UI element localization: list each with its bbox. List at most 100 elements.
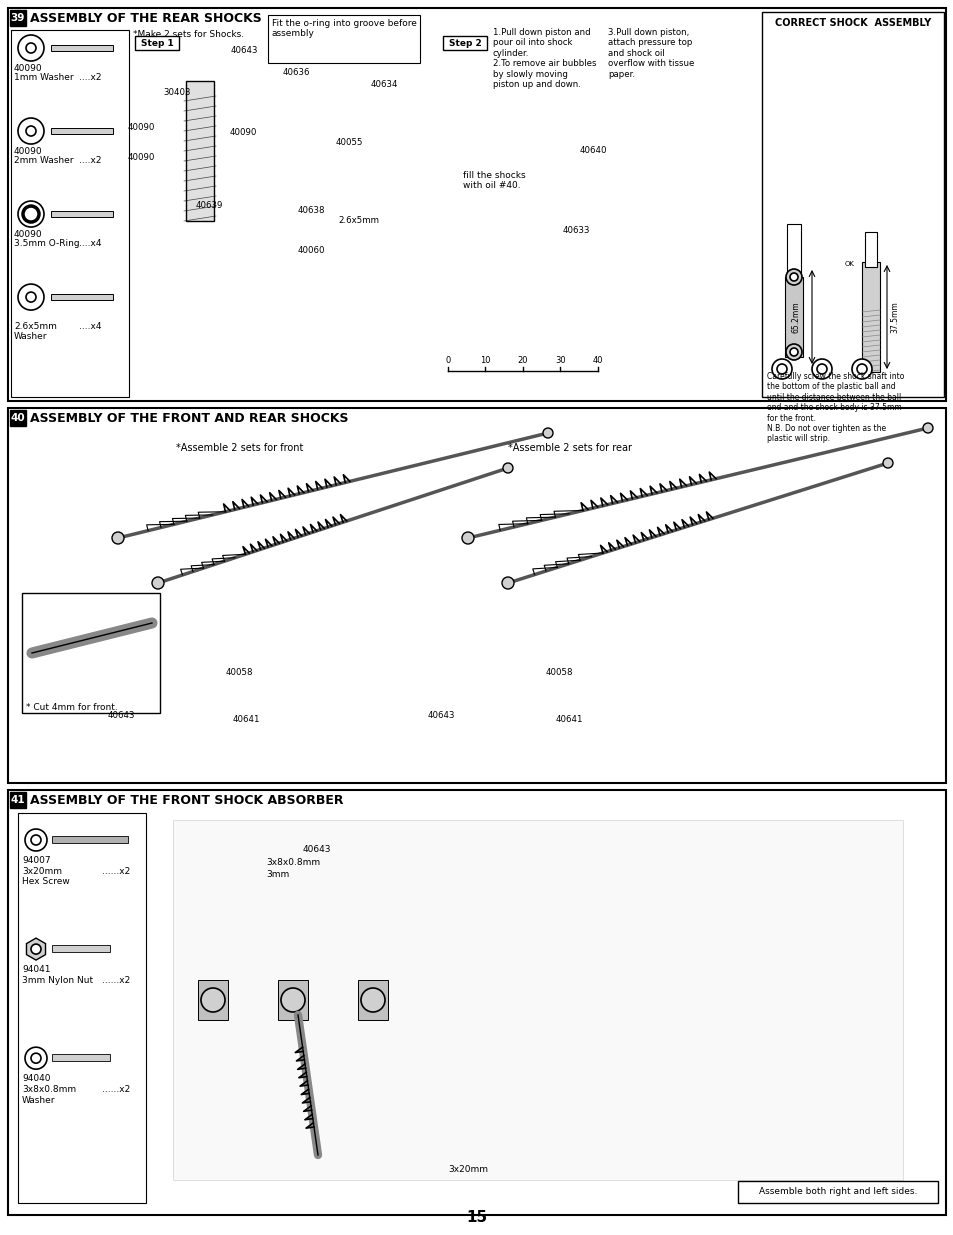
Text: 40643: 40643 bbox=[428, 711, 455, 720]
Bar bbox=[786, 224, 801, 279]
Circle shape bbox=[776, 364, 786, 374]
Circle shape bbox=[785, 345, 801, 359]
Circle shape bbox=[856, 364, 866, 374]
Text: ......x2: ......x2 bbox=[102, 976, 131, 986]
Circle shape bbox=[785, 269, 801, 285]
Text: 40090: 40090 bbox=[128, 124, 155, 132]
Text: ......x2: ......x2 bbox=[102, 867, 131, 876]
Bar bbox=[864, 232, 876, 267]
Bar bbox=[8, 7, 945, 401]
Circle shape bbox=[502, 463, 513, 473]
Text: 3mm: 3mm bbox=[266, 869, 289, 879]
Text: 2mm Washer: 2mm Washer bbox=[14, 156, 73, 165]
Circle shape bbox=[152, 577, 164, 589]
Text: Step 2: Step 2 bbox=[448, 38, 481, 47]
Text: ....x2: ....x2 bbox=[79, 156, 101, 165]
Bar bbox=[22, 593, 160, 713]
Text: 40641: 40641 bbox=[233, 715, 260, 724]
Text: ASSEMBLY OF THE REAR SHOCKS: ASSEMBLY OF THE REAR SHOCKS bbox=[30, 11, 261, 25]
Text: ASSEMBLY OF THE FRONT SHOCK ABSORBER: ASSEMBLY OF THE FRONT SHOCK ABSORBER bbox=[30, 794, 343, 806]
Circle shape bbox=[771, 359, 791, 379]
Text: 40090: 40090 bbox=[128, 153, 155, 162]
Text: 40058: 40058 bbox=[545, 668, 573, 677]
Bar bbox=[277, 981, 308, 1020]
Text: 37.5mm: 37.5mm bbox=[889, 301, 898, 333]
Bar bbox=[51, 44, 112, 51]
Bar bbox=[11, 30, 129, 396]
Text: Fit the o-ring into groove before
assembly: Fit the o-ring into groove before assemb… bbox=[272, 19, 416, 38]
Text: Carefully screw the shock shaft into
the bottom of the plastic ball and
until th: Carefully screw the shock shaft into the… bbox=[766, 372, 903, 443]
Text: 40634: 40634 bbox=[371, 80, 398, 89]
Text: 40636: 40636 bbox=[283, 68, 310, 77]
Text: 40058: 40058 bbox=[226, 668, 253, 677]
Text: 40643: 40643 bbox=[108, 711, 135, 720]
Circle shape bbox=[461, 532, 474, 543]
Bar bbox=[268, 15, 419, 63]
Text: OK: OK bbox=[844, 261, 854, 267]
Text: *Make 2 sets for Shocks.: *Make 2 sets for Shocks. bbox=[132, 30, 244, 40]
Bar bbox=[135, 36, 179, 49]
Text: 40643: 40643 bbox=[231, 46, 258, 56]
Bar bbox=[52, 1055, 110, 1061]
Bar bbox=[10, 792, 26, 808]
Bar bbox=[10, 10, 26, 26]
Text: fill the shocks
with oil #40.: fill the shocks with oil #40. bbox=[462, 170, 525, 190]
Circle shape bbox=[201, 988, 225, 1011]
Bar bbox=[51, 211, 112, 217]
Text: 41: 41 bbox=[10, 795, 26, 805]
Circle shape bbox=[360, 988, 385, 1011]
Text: 40: 40 bbox=[592, 356, 602, 366]
Text: * Cut 4mm for front.: * Cut 4mm for front. bbox=[26, 703, 117, 713]
Text: 65.2mm: 65.2mm bbox=[791, 301, 801, 332]
Circle shape bbox=[882, 458, 892, 468]
Bar bbox=[357, 981, 388, 1020]
Bar bbox=[51, 294, 112, 300]
Bar bbox=[738, 1181, 937, 1203]
Bar bbox=[51, 128, 112, 135]
Text: 40055: 40055 bbox=[335, 138, 363, 147]
Text: 3x8x0.8mm: 3x8x0.8mm bbox=[266, 858, 320, 867]
Text: ....x4: ....x4 bbox=[79, 322, 101, 331]
Text: 40090: 40090 bbox=[230, 128, 257, 137]
Polygon shape bbox=[27, 939, 46, 960]
Bar bbox=[52, 836, 128, 844]
Text: Step 1: Step 1 bbox=[140, 38, 173, 47]
Text: 94007: 94007 bbox=[22, 856, 51, 864]
Text: *Assemble 2 sets for rear: *Assemble 2 sets for rear bbox=[507, 443, 631, 453]
Circle shape bbox=[816, 364, 826, 374]
Text: CORRECT SHOCK  ASSEMBLY: CORRECT SHOCK ASSEMBLY bbox=[774, 19, 930, 28]
Text: 10: 10 bbox=[479, 356, 490, 366]
Circle shape bbox=[789, 273, 797, 282]
Text: 40090: 40090 bbox=[14, 147, 43, 156]
Bar bbox=[8, 408, 945, 783]
Text: 40090: 40090 bbox=[14, 64, 43, 73]
Text: 39: 39 bbox=[10, 14, 25, 23]
Text: Assemble both right and left sides.: Assemble both right and left sides. bbox=[758, 1188, 916, 1197]
Circle shape bbox=[501, 577, 514, 589]
Text: 3x8x0.8mm
Washer: 3x8x0.8mm Washer bbox=[22, 1086, 76, 1104]
Circle shape bbox=[923, 424, 932, 433]
Text: 3.Pull down piston,
attach pressure top
and shock oil
overflow with tissue
paper: 3.Pull down piston, attach pressure top … bbox=[607, 28, 694, 79]
Text: 40638: 40638 bbox=[297, 206, 325, 215]
Text: 3.5mm O-Ring: 3.5mm O-Ring bbox=[14, 240, 79, 248]
Bar bbox=[198, 981, 228, 1020]
Text: 94041: 94041 bbox=[22, 965, 51, 974]
Text: 20: 20 bbox=[517, 356, 528, 366]
Bar bbox=[784, 277, 802, 357]
Text: 1.Pull down piston and
pour oil into shock
cylinder.
2.To remove air bubbles
by : 1.Pull down piston and pour oil into sho… bbox=[493, 28, 596, 89]
Bar bbox=[186, 82, 213, 221]
Text: 3x20mm: 3x20mm bbox=[448, 1165, 488, 1174]
Bar bbox=[10, 410, 26, 426]
Circle shape bbox=[789, 348, 797, 356]
Bar bbox=[172, 820, 902, 1179]
Circle shape bbox=[542, 429, 553, 438]
Text: 40633: 40633 bbox=[562, 226, 590, 235]
Text: 1mm Washer: 1mm Washer bbox=[14, 73, 73, 82]
Text: 0: 0 bbox=[445, 356, 450, 366]
Bar bbox=[8, 790, 945, 1215]
Text: 3mm Nylon Nut: 3mm Nylon Nut bbox=[22, 976, 93, 986]
Text: 40641: 40641 bbox=[556, 715, 583, 724]
Text: 2.6x5mm: 2.6x5mm bbox=[337, 216, 378, 225]
Bar bbox=[52, 945, 110, 952]
Circle shape bbox=[112, 532, 124, 543]
